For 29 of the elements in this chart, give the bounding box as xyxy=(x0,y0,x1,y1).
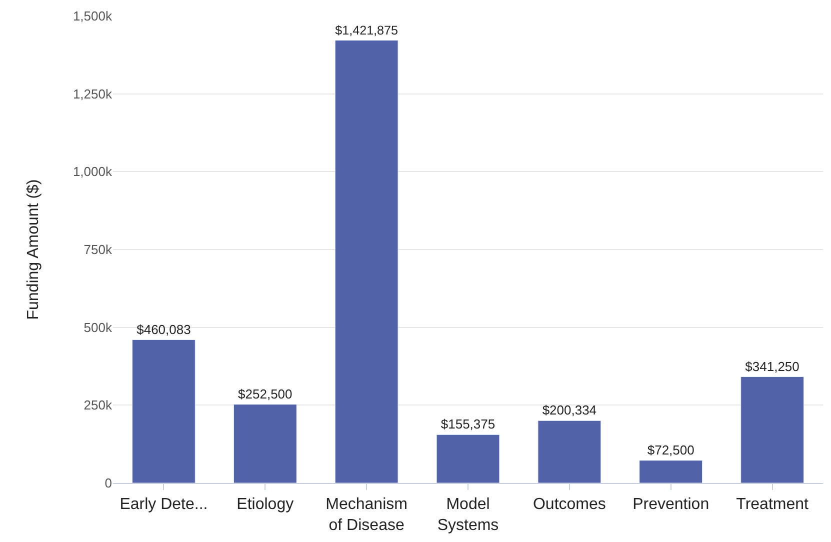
x-tick-label: Prevention xyxy=(632,496,710,514)
bar xyxy=(639,460,703,483)
y-tick-label: 500k xyxy=(84,320,112,335)
x-tick-label: Mechanism of Disease xyxy=(326,496,408,534)
data-label: $155,375 xyxy=(440,416,496,432)
y-tick-label: 1,500k xyxy=(72,8,112,24)
x-tick-label: Outcomes xyxy=(532,496,606,514)
data-label: $72,500 xyxy=(647,442,694,458)
data-label: $1,421,875 xyxy=(335,23,398,38)
y-tick-label: 1,250k xyxy=(72,86,112,102)
x-tick-label: Early Dete... xyxy=(120,496,208,514)
x-tick-label: Model Systems xyxy=(437,496,499,534)
data-label: $252,500 xyxy=(238,386,292,402)
y-tick-label: 0 xyxy=(104,476,112,491)
bar xyxy=(436,434,500,483)
x-tick-label: Etiology xyxy=(236,496,294,514)
x-tick-label: Treatment xyxy=(736,496,809,514)
y-tick-label: 1,000k xyxy=(72,164,112,180)
y-axis-title: Funding Amount ($) xyxy=(24,179,42,320)
y-tick-label: 250k xyxy=(84,398,112,413)
y-tick-label: 750k xyxy=(84,242,112,258)
bar xyxy=(132,340,196,483)
bar xyxy=(740,376,804,483)
data-label: $341,250 xyxy=(745,358,800,374)
data-label: $200,334 xyxy=(542,402,597,418)
bar xyxy=(538,420,602,483)
bar xyxy=(233,404,297,483)
data-label: $460,083 xyxy=(136,322,191,337)
bar xyxy=(334,40,398,483)
